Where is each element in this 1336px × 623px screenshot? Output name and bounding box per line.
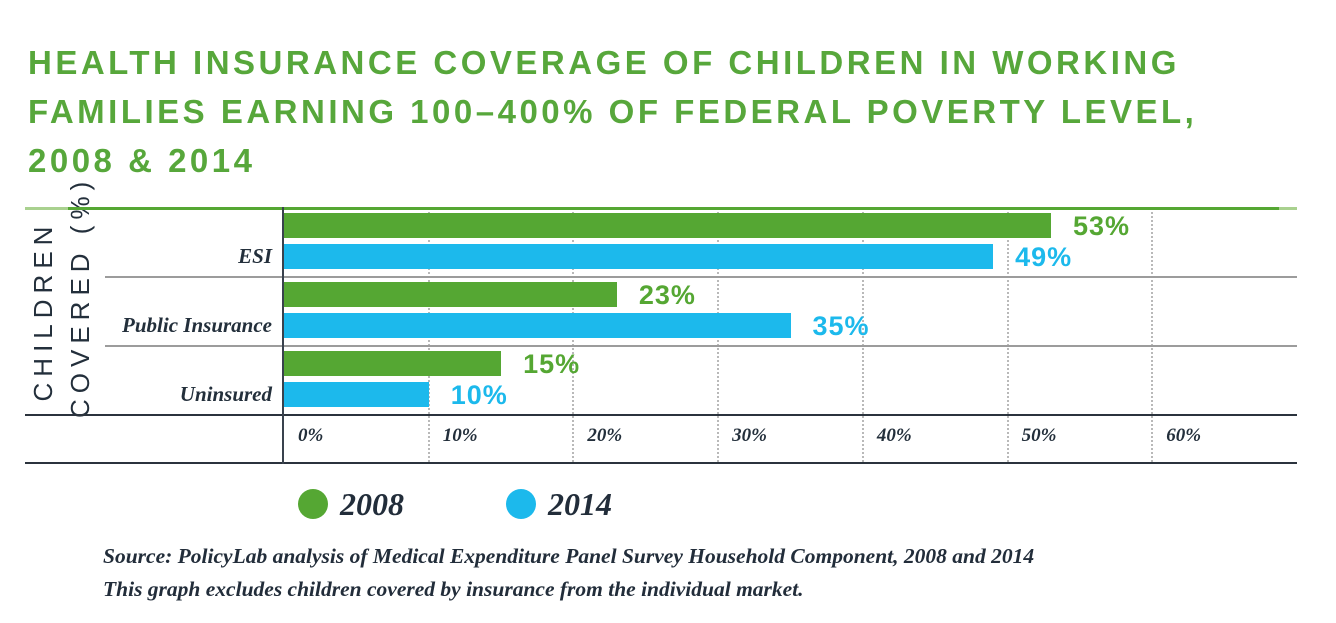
bar-2008-esi — [284, 213, 1051, 238]
legend-swatch-2014 — [506, 489, 536, 519]
y-axis-label-line-1: CHILDREN — [28, 220, 58, 402]
x-tick-50%: 50% — [1021, 425, 1057, 446]
chart-title-line-1: HEALTH INSURANCE COVERAGE OF CHILDREN IN… — [28, 44, 1180, 81]
legend-label-2014: 2014 — [548, 486, 612, 522]
x-tick-30%: 30% — [732, 425, 767, 446]
value-label-2008-esi: 53% — [1072, 211, 1131, 241]
x-axis-line — [25, 414, 1297, 416]
chart-title-line-2: FAMILIES EARNING 100–400% OF FEDERAL POV… — [28, 93, 1198, 130]
value-label-2014-uninsured: 10% — [450, 380, 508, 410]
source-note-line-2: This graph excludes children covered by … — [103, 577, 804, 601]
bar-2014-public-insurance — [284, 313, 791, 338]
gridline-40% — [861, 207, 864, 462]
chart-title: HEALTH INSURANCE COVERAGE OF CHILDREN IN… — [28, 38, 1308, 185]
category-label-public-insurance: Public Insurance — [122, 313, 272, 337]
value-label-2014-esi: 49% — [1015, 242, 1073, 272]
x-tick-40%: 40% — [876, 425, 912, 446]
bar-2014-uninsured — [284, 382, 429, 407]
chart-top-line-cap-left — [25, 207, 68, 210]
bar-2008-public-insurance — [284, 282, 617, 307]
bar-2014-esi — [284, 244, 994, 269]
chart-top-line-cap-right — [1279, 207, 1297, 210]
row-divider-1 — [105, 276, 1297, 278]
gridline-60% — [1151, 207, 1154, 462]
gridline-50% — [1006, 207, 1009, 462]
chart-bottom-line — [25, 462, 1297, 464]
source-note: Source: PolicyLab analysis of Medical Ex… — [103, 540, 1034, 606]
zero-axis-line — [282, 207, 284, 464]
category-label-esi: ESI — [238, 244, 272, 268]
bar-2008-uninsured — [284, 351, 502, 376]
value-label-2014-public-insurance: 35% — [812, 311, 870, 341]
chart-title-line-3: 2008 & 2014 — [28, 142, 256, 179]
y-axis-label-line-2: COVERED (%) — [65, 175, 95, 418]
category-label-uninsured: Uninsured — [179, 382, 272, 406]
y-axis-label: CHILDREN COVERED (%) — [25, 175, 101, 418]
chart-top-line-green — [25, 207, 1297, 210]
value-label-2008-uninsured: 15% — [523, 349, 581, 379]
source-note-line-1: Source: PolicyLab analysis of Medical Ex… — [103, 544, 1035, 568]
x-tick-20%: 20% — [587, 425, 623, 446]
value-label-2008-public-insurance: 23% — [638, 280, 696, 310]
legend-swatch-2008 — [298, 489, 328, 519]
x-tick-60%: 60% — [1166, 425, 1202, 446]
x-tick-10%: 10% — [442, 425, 478, 446]
x-tick-0%: 0% — [298, 425, 324, 446]
legend-label-2008: 2008 — [340, 486, 404, 522]
row-divider-2 — [105, 345, 1297, 347]
